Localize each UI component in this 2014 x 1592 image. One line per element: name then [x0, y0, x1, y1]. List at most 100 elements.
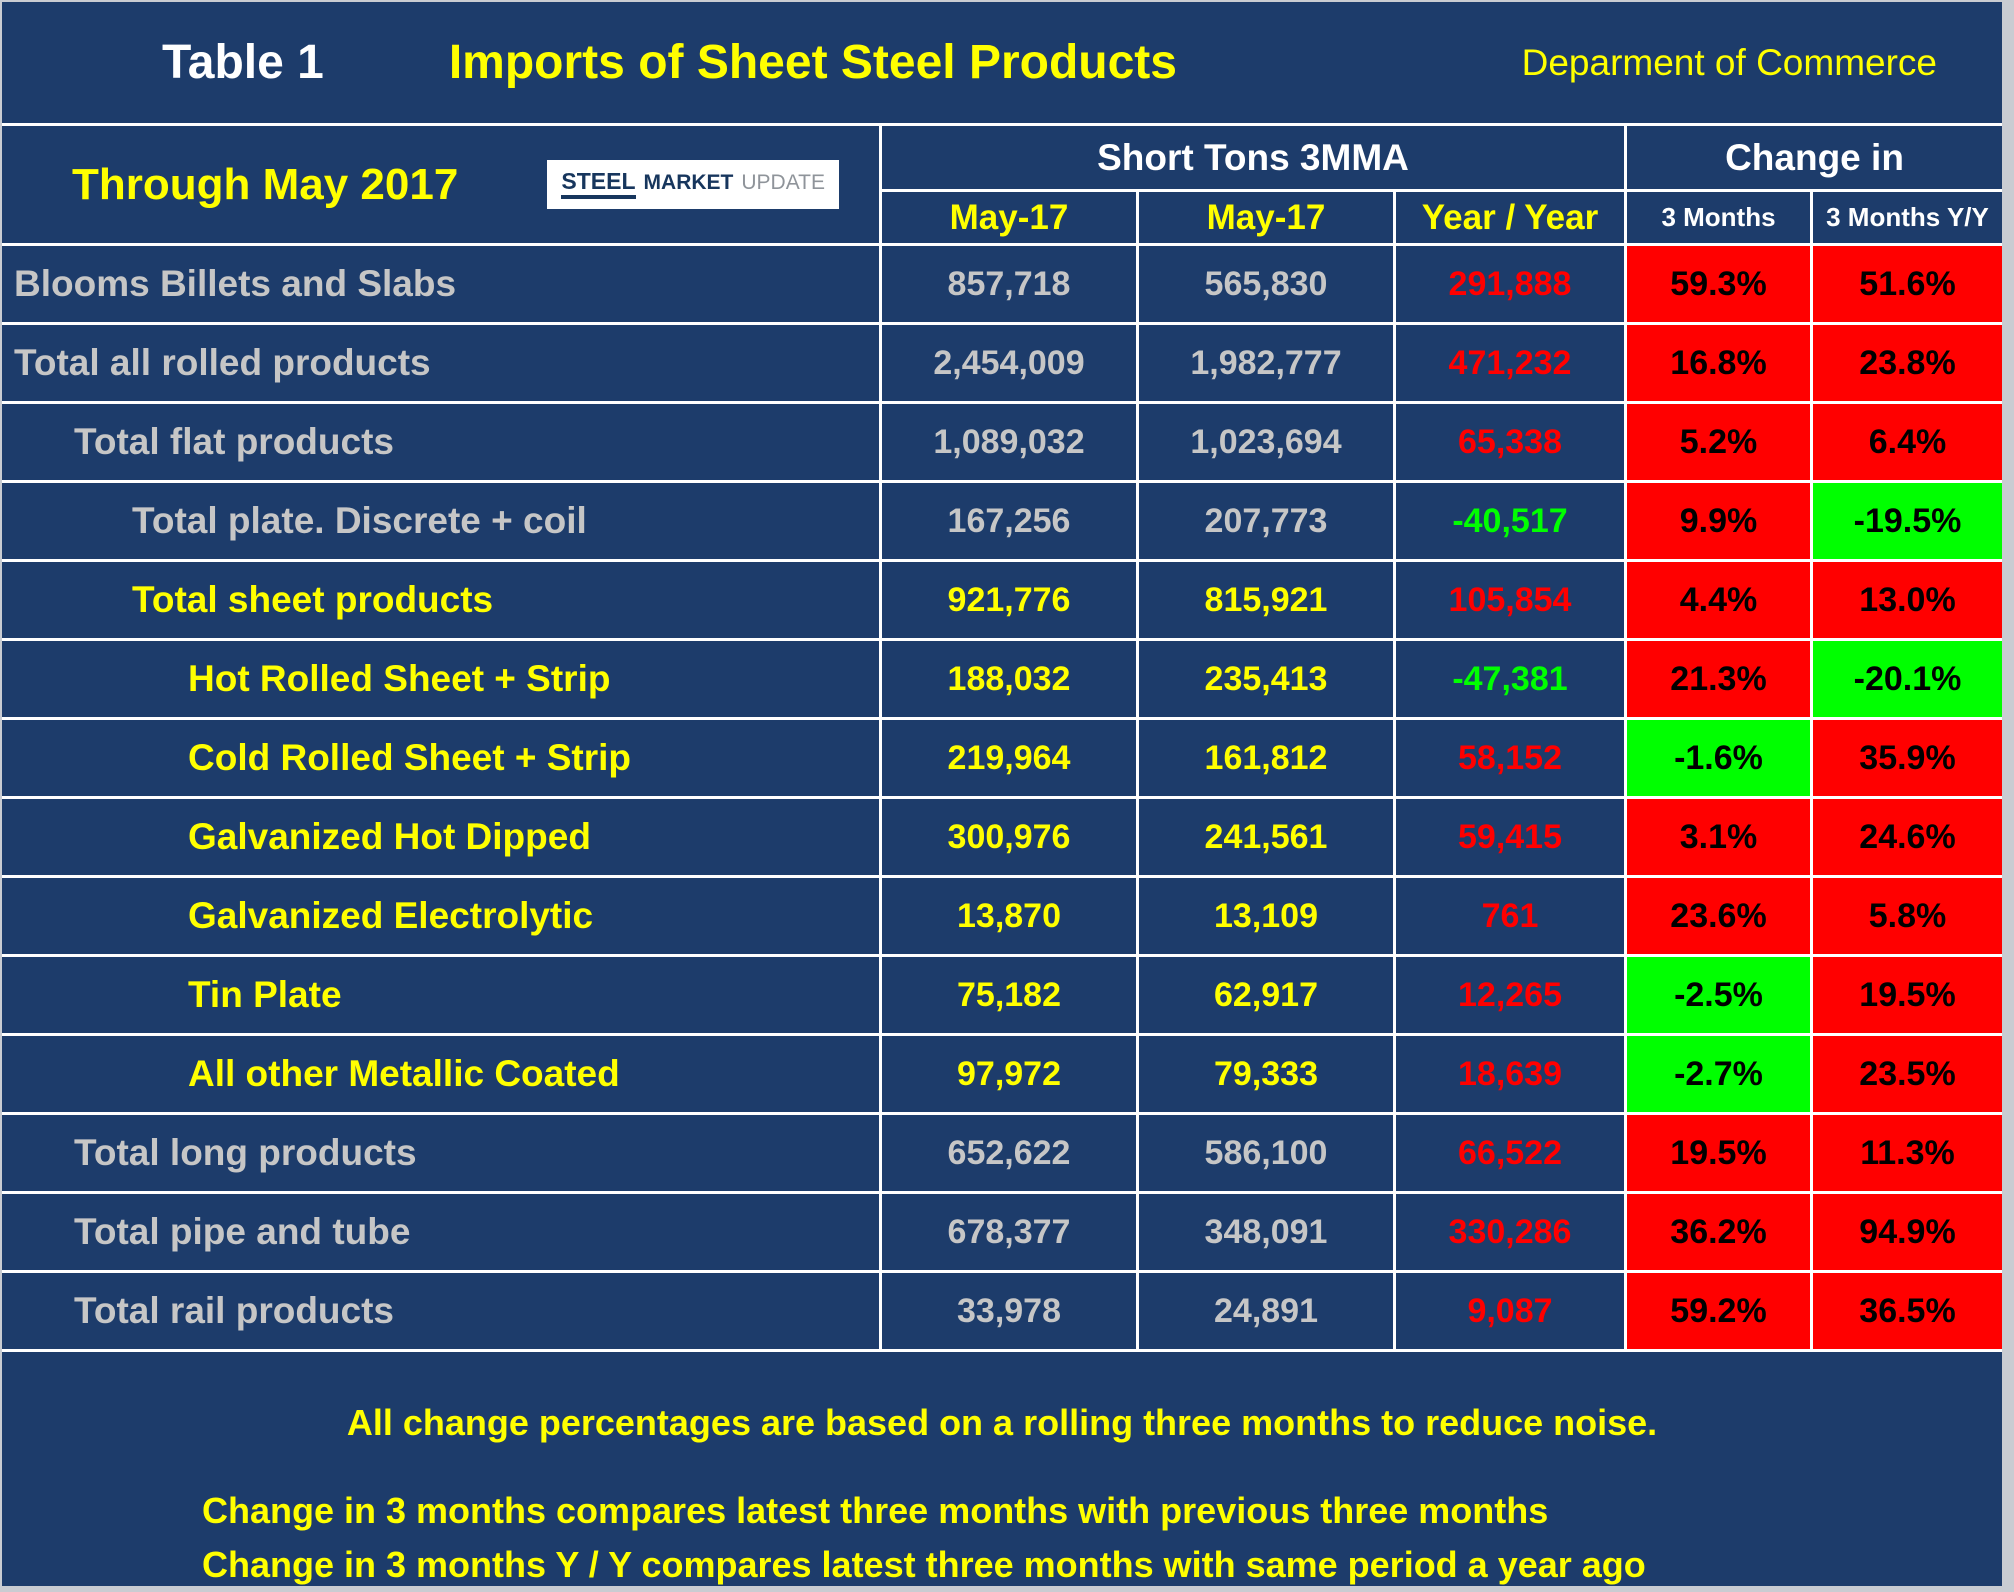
value-change-3-months-yy: 5.8%: [1813, 878, 2002, 954]
value-year-year: 59,415: [1396, 799, 1627, 875]
value-year-year: 330,286: [1396, 1194, 1627, 1270]
table-row: Total plate. Discrete + coil 167,256 207…: [2, 483, 2002, 562]
value-year-year: -40,517: [1396, 483, 1627, 559]
value-change-3-months: 9.9%: [1627, 483, 1813, 559]
row-label: Blooms Billets and Slabs: [2, 246, 882, 322]
row-label: Total long products: [2, 1115, 882, 1191]
value-may17-prior: 235,413: [1139, 641, 1396, 717]
column-group-row: Short Tons 3MMA Change in: [882, 126, 2002, 193]
value-may17-current: 921,776: [882, 562, 1139, 638]
value-may17-current: 75,182: [882, 957, 1139, 1033]
title-bar: Table 1 Imports of Sheet Steel Products …: [2, 2, 2002, 127]
column-header-group: Short Tons 3MMA Change in May-17 May-17 …: [882, 126, 2002, 243]
row-label: Cold Rolled Sheet + Strip: [2, 720, 882, 796]
value-change-3-months: 59.3%: [1627, 246, 1813, 322]
table-body: Blooms Billets and Slabs 857,718 565,830…: [2, 246, 2002, 1352]
value-year-year: 761: [1396, 878, 1627, 954]
table-row: Blooms Billets and Slabs 857,718 565,830…: [2, 246, 2002, 325]
value-may17-current: 1,089,032: [882, 404, 1139, 480]
value-change-3-months: 36.2%: [1627, 1194, 1813, 1270]
value-may17-prior: 1,023,694: [1139, 404, 1396, 480]
row-label: All other Metallic Coated: [2, 1036, 882, 1112]
value-year-year: 471,232: [1396, 325, 1627, 401]
table-row: Hot Rolled Sheet + Strip 188,032 235,413…: [2, 641, 2002, 720]
value-change-3-months: -1.6%: [1627, 720, 1813, 796]
table-row: Total rail products 33,978 24,891 9,087 …: [2, 1273, 2002, 1352]
value-change-3-months-yy: 23.8%: [1813, 325, 2002, 401]
table-row: Total pipe and tube 678,377 348,091 330,…: [2, 1194, 2002, 1273]
row-label: Hot Rolled Sheet + Strip: [2, 641, 882, 717]
table-row: Galvanized Hot Dipped 300,976 241,561 59…: [2, 799, 2002, 878]
table-row: Total sheet products 921,776 815,921 105…: [2, 562, 2002, 641]
row-label: Total sheet products: [2, 562, 882, 638]
value-year-year: 9,087: [1396, 1273, 1627, 1349]
column-header-year-year: Year / Year: [1396, 192, 1627, 243]
value-may17-prior: 1,982,777: [1139, 325, 1396, 401]
value-may17-prior: 79,333: [1139, 1036, 1396, 1112]
value-may17-prior: 586,100: [1139, 1115, 1396, 1191]
row-label: Galvanized Electrolytic: [2, 878, 882, 954]
row-label: Total flat products: [2, 404, 882, 480]
value-may17-current: 188,032: [882, 641, 1139, 717]
row-label: Galvanized Hot Dipped: [2, 799, 882, 875]
period-label: Through May 2017: [72, 159, 459, 209]
row-label: Total all rolled products: [2, 325, 882, 401]
value-change-3-months: 59.2%: [1627, 1273, 1813, 1349]
column-header-may17-a: May-17: [882, 192, 1139, 243]
value-change-3-months: -2.5%: [1627, 957, 1813, 1033]
note-change-3-months: Change in 3 months compares latest three…: [202, 1490, 1549, 1531]
table-row: Total flat products 1,089,032 1,023,694 …: [2, 404, 2002, 483]
value-change-3-months: 5.2%: [1627, 404, 1813, 480]
row-label: Total pipe and tube: [2, 1194, 882, 1270]
value-year-year: 291,888: [1396, 246, 1627, 322]
value-may17-current: 219,964: [882, 720, 1139, 796]
value-may17-prior: 348,091: [1139, 1194, 1396, 1270]
table-row: Tin Plate 75,182 62,917 12,265 -2.5% 19.…: [2, 957, 2002, 1036]
value-change-3-months: 19.5%: [1627, 1115, 1813, 1191]
table-number-label: Table 1: [162, 36, 324, 90]
logo-update-text: UPDATE: [741, 171, 825, 195]
value-change-3-months-yy: 94.9%: [1813, 1194, 2002, 1270]
table-row: Galvanized Electrolytic 13,870 13,109 76…: [2, 878, 2002, 957]
value-change-3-months-yy: 36.5%: [1813, 1273, 2002, 1349]
value-year-year: 105,854: [1396, 562, 1627, 638]
table-row: Cold Rolled Sheet + Strip 219,964 161,81…: [2, 720, 2002, 799]
value-change-3-months-yy: 51.6%: [1813, 246, 2002, 322]
value-year-year: 65,338: [1396, 404, 1627, 480]
value-change-3-months-yy: 13.0%: [1813, 562, 2002, 638]
value-may17-current: 857,718: [882, 246, 1139, 322]
value-change-3-months-yy: 19.5%: [1813, 957, 2002, 1033]
group-header-short-tons: Short Tons 3MMA: [882, 126, 1627, 190]
value-change-3-months-yy: 11.3%: [1813, 1115, 2002, 1191]
value-change-3-months: -2.7%: [1627, 1036, 1813, 1112]
value-change-3-months-yy: -20.1%: [1813, 641, 2002, 717]
value-may17-current: 167,256: [882, 483, 1139, 559]
value-may17-prior: 24,891: [1139, 1273, 1396, 1349]
value-may17-current: 2,454,009: [882, 325, 1139, 401]
note-rolling-three-months: All change percentages are based on a ro…: [346, 1402, 1658, 1443]
value-may17-prior: 13,109: [1139, 878, 1396, 954]
value-may17-current: 97,972: [882, 1036, 1139, 1112]
period-cell: Through May 2017 STEEL MARKET UPDATE: [2, 126, 882, 243]
value-may17-prior: 207,773: [1139, 483, 1396, 559]
steel-market-update-logo: STEEL MARKET UPDATE: [547, 160, 839, 210]
value-may17-current: 13,870: [882, 878, 1139, 954]
row-label: Total plate. Discrete + coil: [2, 483, 882, 559]
column-header-3-months-yy: 3 Months Y/Y: [1826, 202, 1989, 233]
value-may17-prior: 241,561: [1139, 799, 1396, 875]
note-change-3-months-yy: Change in 3 months Y / Y compares latest…: [202, 1544, 1646, 1585]
value-year-year: 12,265: [1396, 957, 1627, 1033]
row-label: Tin Plate: [2, 957, 882, 1033]
footnotes: All change percentages are based on a ro…: [2, 1352, 2002, 1586]
value-may17-current: 678,377: [882, 1194, 1139, 1270]
row-label: Total rail products: [2, 1273, 882, 1349]
column-header-row: May-17 May-17 Year / Year 3 Months 3 Mon…: [882, 192, 2002, 243]
value-change-3-months-yy: 35.9%: [1813, 720, 2002, 796]
value-year-year: 66,522: [1396, 1115, 1627, 1191]
value-change-3-months-yy: -19.5%: [1813, 483, 2002, 559]
value-may17-current: 300,976: [882, 799, 1139, 875]
column-header-may17-b: May-17: [1139, 192, 1396, 243]
group-header-change-in: Change in: [1725, 136, 1904, 178]
value-may17-prior: 62,917: [1139, 957, 1396, 1033]
